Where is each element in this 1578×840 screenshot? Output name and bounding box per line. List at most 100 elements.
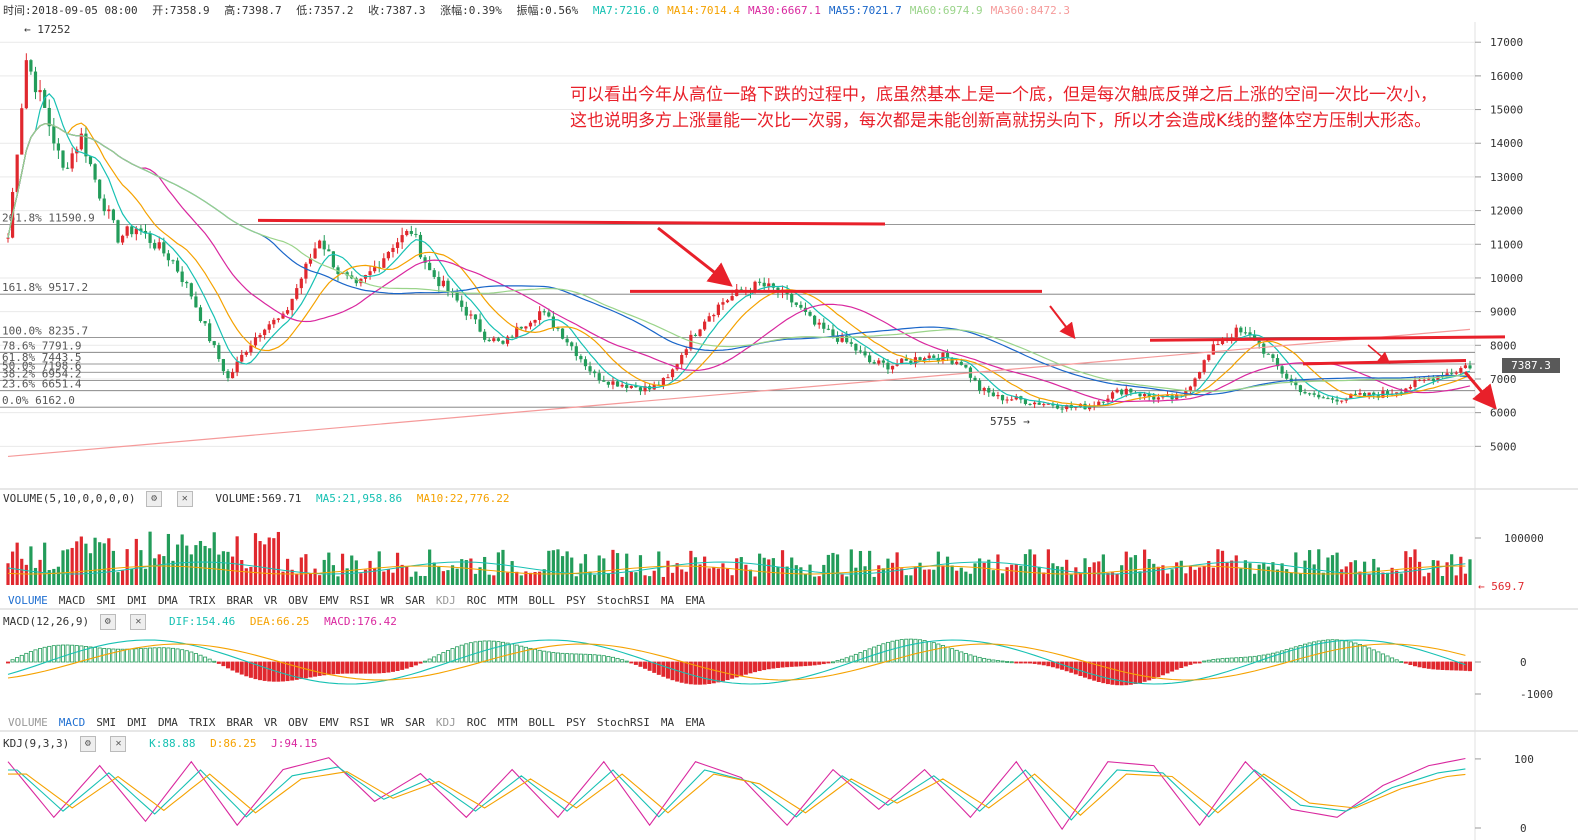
macd-bar	[455, 646, 460, 663]
tab-mtm[interactable]: MTM	[497, 716, 518, 729]
tab-stochrsi[interactable]: StochRSI	[596, 716, 650, 729]
tab-smi[interactable]: SMI	[96, 716, 117, 729]
macd-bar	[895, 639, 900, 663]
macd-bar	[789, 661, 794, 667]
macd-bar	[1303, 643, 1308, 663]
tab-dma[interactable]: DMA	[158, 594, 178, 607]
candle-body	[753, 281, 757, 293]
y-tick-label: 12000	[1490, 205, 1523, 218]
volume-value: VOLUME:569.71	[215, 492, 302, 505]
tab-obv[interactable]: OBV	[288, 594, 308, 607]
candle-body	[620, 384, 624, 387]
tab-volume[interactable]: VOLUME	[8, 716, 48, 729]
volume-bar	[1344, 566, 1348, 585]
tab-psy[interactable]: PSY	[566, 594, 586, 607]
volume-bar	[881, 568, 885, 585]
tab-obv[interactable]: OBV	[288, 716, 308, 729]
candle-body	[1220, 340, 1225, 345]
candle-body	[1285, 373, 1289, 379]
close-icon[interactable]: ✕	[130, 614, 147, 630]
candle-body	[1033, 402, 1037, 405]
volume-bar	[606, 573, 610, 585]
tab-rsi[interactable]: RSI	[349, 594, 370, 607]
volume-bar	[735, 558, 739, 585]
tab-sar[interactable]: SAR	[405, 594, 425, 607]
tab-kdj[interactable]: KDJ	[435, 594, 456, 607]
tab-emv[interactable]: EMV	[319, 716, 339, 729]
macd-bar	[340, 661, 345, 674]
tab-brar[interactable]: BRAR	[226, 594, 253, 607]
settings-gear-icon[interactable]: ⚙	[146, 491, 163, 507]
macd-bar	[432, 656, 437, 663]
tab-macd[interactable]: MACD	[58, 716, 86, 729]
macd-bar	[1096, 661, 1101, 682]
macd-bar	[1293, 646, 1298, 663]
macd-bar	[588, 654, 593, 663]
macd-bar	[1321, 639, 1326, 663]
macd-bar	[1087, 661, 1092, 680]
tab-vr[interactable]: VR	[263, 716, 278, 729]
candle-body	[130, 226, 134, 235]
volume-bar	[936, 551, 940, 585]
candle-body	[111, 209, 116, 221]
tab-macd[interactable]: MACD	[58, 594, 86, 607]
tab-trix[interactable]: TRIX	[188, 716, 216, 729]
tab-psy[interactable]: PSY	[566, 716, 586, 729]
tab-boll[interactable]: BOLL	[528, 716, 556, 729]
tab-ema[interactable]: EMA	[685, 594, 705, 607]
tab-roc[interactable]: ROC	[466, 716, 487, 729]
tab-stochrsi[interactable]: StochRSI	[596, 594, 650, 607]
tab-ma[interactable]: MA	[660, 716, 675, 729]
volume-bar	[593, 574, 597, 585]
candle-body	[52, 126, 56, 144]
tab-rsi[interactable]: RSI	[349, 716, 370, 729]
macd-bar	[335, 661, 340, 674]
macd-bar	[1413, 661, 1418, 667]
macd-bar	[445, 650, 450, 663]
volume-bar	[212, 532, 216, 585]
tab-sar[interactable]: SAR	[405, 716, 425, 729]
tab-trix[interactable]: TRIX	[188, 594, 216, 607]
macd-bar	[129, 648, 134, 663]
volume-bar	[1161, 565, 1165, 585]
tab-emv[interactable]: EMV	[319, 594, 339, 607]
volume-bar	[941, 565, 945, 585]
tab-kdj[interactable]: KDJ	[435, 716, 456, 729]
candle-body	[487, 339, 491, 342]
tab-volume[interactable]: VOLUME	[8, 594, 48, 607]
tab-brar[interactable]: BRAR	[226, 716, 253, 729]
volume-bar	[143, 568, 148, 585]
macd-bar	[826, 661, 831, 664]
tab-ma[interactable]: MA	[660, 594, 675, 607]
tab-ema[interactable]: EMA	[685, 716, 705, 729]
y-tick-label: 10000	[1490, 272, 1523, 285]
macd-bar	[450, 648, 455, 663]
candle-body	[1065, 404, 1069, 410]
tab-wr[interactable]: WR	[380, 594, 394, 607]
candle-body	[1197, 372, 1202, 379]
tab-smi[interactable]: SMI	[96, 594, 117, 607]
macd-bar	[675, 661, 680, 682]
candle-body	[1427, 378, 1431, 380]
macd-bar	[313, 661, 318, 677]
tab-vr[interactable]: VR	[263, 594, 278, 607]
macd-bar	[643, 661, 648, 669]
close-icon[interactable]: ✕	[176, 491, 193, 507]
tab-mtm[interactable]: MTM	[497, 594, 518, 607]
candle-body	[602, 380, 606, 382]
volume-bar	[162, 556, 166, 585]
tab-dmi[interactable]: DMI	[127, 594, 147, 607]
tab-roc[interactable]: ROC	[466, 594, 487, 607]
close-icon[interactable]: ✕	[110, 736, 127, 752]
tab-boll[interactable]: BOLL	[528, 594, 556, 607]
volume-bar	[1275, 569, 1280, 585]
candle-body	[267, 324, 271, 330]
tab-dma[interactable]: DMA	[158, 716, 178, 729]
settings-gear-icon[interactable]: ⚙	[99, 614, 116, 630]
macd-bar	[15, 657, 20, 663]
tab-wr[interactable]: WR	[380, 716, 394, 729]
tab-dmi[interactable]: DMI	[127, 716, 147, 729]
volume-bar	[863, 566, 867, 585]
settings-gear-icon[interactable]: ⚙	[79, 736, 96, 752]
macd-dea: DEA:66.25	[249, 615, 310, 628]
